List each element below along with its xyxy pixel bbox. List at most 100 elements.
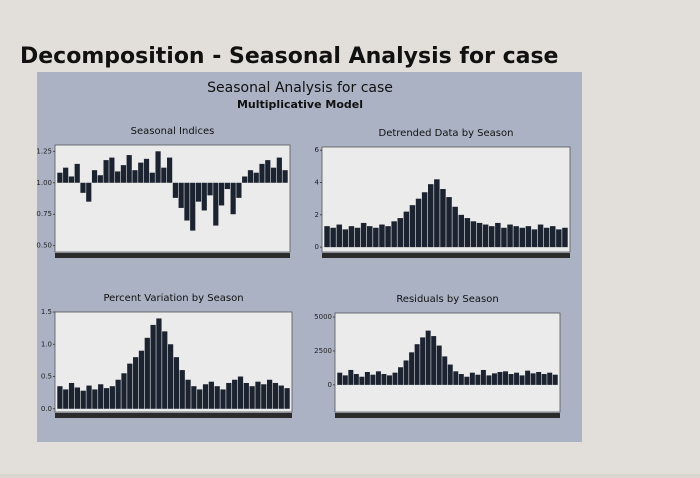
bar [132,170,138,183]
bar [265,160,271,183]
bar [342,375,348,385]
bar [68,382,75,409]
panel-subtitle: Multiplicative Model [237,98,363,111]
bar [103,160,109,183]
bar [237,376,244,409]
bar [507,224,513,248]
bar [197,389,203,409]
bar [115,171,121,183]
bar [446,197,452,248]
bar [541,374,547,385]
bar [92,389,98,409]
bar [214,386,220,409]
bar [266,379,273,409]
bar [476,222,483,248]
bar [191,386,197,409]
bar [381,374,387,385]
bar [80,182,86,193]
bar [370,374,376,385]
y-tick-label: 2 [315,211,319,219]
bar [173,357,180,409]
bar [469,372,475,385]
bar [392,372,398,385]
bar [503,371,508,385]
y-tick-label: 1.25 [36,147,52,155]
bar [249,386,255,409]
chart-title: Seasonal Indices [131,126,215,137]
bar [348,369,354,385]
bar [247,170,254,183]
y-tick-label: 1.00 [36,179,52,187]
bar [470,221,477,248]
y-tick-label: 0 [315,243,319,251]
bar [144,337,150,409]
y-tick-label: 0.75 [36,210,52,218]
y-tick-label: 0.5 [41,373,52,381]
bar [63,389,69,409]
bar [379,224,385,248]
bar [489,226,495,248]
bar [480,369,486,385]
bar [428,184,434,248]
y-tick-label: 0.50 [36,242,52,250]
bar [270,167,277,183]
bar [531,229,538,248]
x-axis-ticks [335,413,560,418]
bar [243,382,249,409]
bar [486,375,492,385]
bar [447,364,453,385]
bar [348,226,355,248]
bar [398,367,404,385]
bar [178,182,184,208]
bar [420,337,426,385]
bar [242,176,248,183]
bar [261,384,267,409]
bar [138,162,144,183]
bar [464,376,470,385]
bar [414,344,420,385]
bar [495,222,501,248]
bar [353,374,359,385]
bar [126,155,132,183]
bar [409,352,415,385]
bar [218,182,225,206]
bar [519,227,525,248]
bar [360,222,367,248]
bar [464,218,471,248]
y-tick-label: 1.0 [41,340,52,348]
bar [537,224,544,248]
x-axis-ticks [55,253,290,258]
y-tick-label: 0 [328,381,332,389]
bar [133,357,139,409]
bar [57,386,63,409]
chart-title: Residuals by Season [396,294,498,305]
bar [255,381,261,409]
bar [434,179,440,248]
bar [547,372,553,385]
bar [185,379,191,409]
y-tick-label: 2500 [314,347,332,355]
bar [397,218,403,248]
bar [359,376,365,385]
bar [530,373,536,385]
bar [354,227,361,248]
bar [513,226,519,248]
bar [514,372,520,385]
bar [86,385,92,409]
bar [552,374,558,385]
chart-title: Percent Variation by Season [103,293,243,304]
bar [337,372,343,385]
bar [550,226,556,248]
bar [207,182,213,196]
bar [91,170,98,183]
y-tick-label: 5000 [314,313,332,321]
bar [202,384,209,409]
bar [330,227,336,248]
bar [172,182,178,198]
bar [272,382,279,409]
bar [253,172,259,183]
bar [68,176,75,183]
bar [109,386,115,409]
bar [525,370,531,385]
bar [385,226,391,248]
